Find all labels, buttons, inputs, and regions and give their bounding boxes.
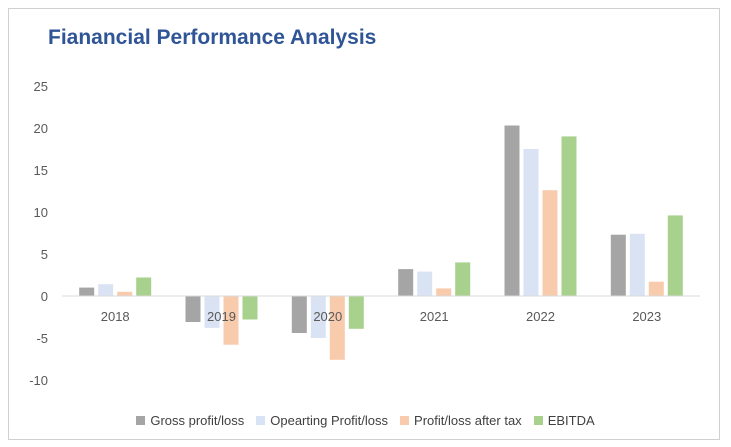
legend-swatch (400, 415, 410, 425)
y-tick-label: 5 (41, 247, 48, 262)
x-category-label: 2019 (207, 309, 236, 324)
x-category-label: 2022 (526, 309, 555, 324)
x-category-label: 2021 (420, 309, 449, 324)
legend-swatch (533, 415, 543, 425)
legend-label: EBITDA (547, 412, 595, 428)
bar-profit-loss-after-tax-2018 (117, 291, 133, 296)
bar-ebitda-2022 (561, 136, 577, 296)
bar-ebitda-2023 (667, 215, 683, 296)
legend-item: Profit/loss after tax (400, 413, 522, 428)
chart-legend: Gross profit/loss Opearting Profit/loss Pr… (0, 410, 731, 430)
bar-gross-profit-loss-2020 (291, 296, 307, 333)
bar-profit-loss-after-tax-2023 (648, 281, 664, 296)
y-axis-ticks: 25 20 15 10 5 0 -5 -10 (29, 79, 48, 388)
y-tick-label: 10 (34, 205, 48, 220)
x-category-label: 2023 (632, 309, 661, 324)
bar-opearting-profit-loss-2019 (204, 296, 220, 328)
bar-gross-profit-loss-2021 (398, 269, 414, 296)
bar-opearting-profit-loss-2021 (417, 271, 433, 296)
bar-profit-loss-after-tax-2020 (329, 296, 345, 360)
legend-swatch (136, 415, 146, 425)
bar-opearting-profit-loss-2023 (629, 233, 645, 296)
bar-gross-profit-loss-2023 (610, 234, 626, 296)
y-tick-label: 20 (34, 121, 48, 136)
bar-ebitda-2020 (348, 296, 364, 329)
bar-ebitda-2021 (455, 262, 471, 296)
chart-title: Fianancial Performance Analysis (48, 26, 377, 49)
y-tick-label: 25 (34, 79, 48, 94)
bar-ebitda-2019 (242, 296, 258, 320)
y-tick-label: 15 (34, 163, 48, 178)
bar-profit-loss-after-tax-2022 (542, 190, 558, 296)
bar-series (79, 125, 683, 360)
bar-profit-loss-after-tax-2021 (436, 288, 452, 296)
x-category-label: 2018 (101, 309, 130, 324)
x-axis-category-labels: 2018 2019 2020 2021 2022 2023 (101, 309, 662, 324)
bar-gross-profit-loss-2022 (504, 125, 520, 296)
bar-opearting-profit-loss-2020 (310, 296, 326, 338)
legend-swatch (256, 415, 266, 425)
x-category-label: 2020 (313, 309, 342, 324)
bar-opearting-profit-loss-2018 (98, 284, 114, 296)
bar-gross-profit-loss-2019 (185, 296, 201, 322)
bar-gross-profit-loss-2018 (79, 287, 95, 296)
y-tick-label: -5 (36, 331, 48, 346)
legend-item: Gross profit/loss (136, 413, 244, 428)
y-tick-label: 0 (41, 289, 48, 304)
y-tick-label: -10 (29, 373, 48, 388)
bar-opearting-profit-loss-2022 (523, 149, 539, 296)
legend-label: Profit/loss after tax (414, 412, 522, 428)
legend-label: Opearting Profit/loss (270, 412, 389, 428)
legend-item: EBITDA (533, 412, 595, 428)
legend-label: Gross profit/loss (150, 412, 245, 428)
bar-profit-loss-after-tax-2019 (223, 296, 239, 345)
legend-item: Opearting Profit/loss (256, 413, 388, 428)
bar-ebitda-2018 (136, 277, 152, 296)
chart-frame (8, 8, 720, 440)
